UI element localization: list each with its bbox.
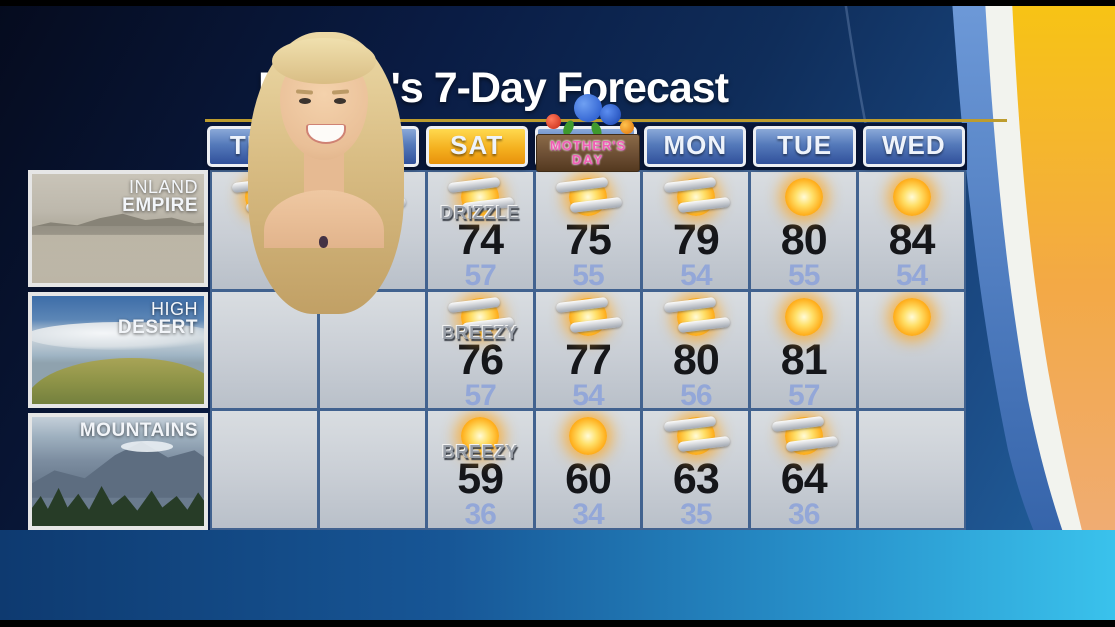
presenter-eye — [299, 98, 311, 104]
low-temp: 57 — [464, 378, 496, 409]
low-temp: 56 — [680, 378, 712, 409]
region-label-line1: HIGH — [151, 298, 198, 319]
day-header-mon: MON — [644, 126, 747, 167]
low-temp: 54 — [680, 258, 712, 289]
sun-cloud-icon — [447, 295, 515, 339]
high-temp: 59 — [457, 455, 504, 504]
region-column: INLAND EMPIRE HIGH DESERT MOUNTAINS — [28, 170, 208, 530]
forecast-cell: 84 54 — [859, 172, 964, 289]
forecast-cell — [859, 411, 964, 528]
region-photo-high-desert: HIGH DESERT — [28, 291, 208, 409]
low-temp: 57 — [788, 378, 820, 409]
weather-icon — [882, 414, 942, 458]
condition-label: BREEZY — [442, 442, 519, 463]
flower-icon — [620, 120, 634, 134]
high-temp: 60 — [565, 455, 612, 504]
high-temp: 79 — [672, 216, 720, 264]
high-temp: 77 — [565, 335, 612, 384]
region-label: INLAND EMPIRE — [122, 178, 198, 216]
mothers-day-line1: MOTHER'S — [549, 138, 627, 153]
forecast-cell: 60 34 — [535, 411, 641, 528]
day-header-sat: SAT — [425, 126, 528, 167]
low-temp: 36 — [788, 498, 820, 528]
forecast-cell: 63 35 — [643, 411, 749, 528]
sun-cloud-icon — [663, 175, 731, 219]
letterbox-top — [0, 0, 1115, 6]
presenter-necklace — [319, 236, 328, 248]
low-temp: 57 — [464, 258, 496, 289]
low-temp: 54 — [895, 258, 928, 289]
sun-icon — [774, 295, 834, 339]
mothers-day-banner: MOTHER'S DAY — [536, 134, 640, 172]
sun-icon — [450, 414, 510, 458]
forecast-cell: 77 54 — [535, 291, 641, 409]
low-temp: 35 — [680, 498, 712, 528]
region-label: HIGH DESERT — [117, 298, 198, 339]
high-temp: 81 — [780, 335, 828, 384]
sun-icon — [774, 175, 834, 219]
flower-icon — [600, 104, 621, 125]
region-label-line1: INLAND — [128, 177, 198, 197]
region-photo-inland-empire: INLAND EMPIRE — [28, 170, 208, 287]
sun-icon — [558, 414, 618, 458]
sun-icon — [882, 175, 942, 219]
low-temp: 34 — [572, 498, 604, 528]
region-label-line2: MOUNTAINS — [79, 420, 198, 442]
sun-icon — [882, 295, 942, 339]
sun-cloud-icon — [771, 414, 839, 458]
forecast-cell: 80 56 — [643, 291, 749, 409]
presenter-eye — [334, 98, 346, 104]
forecast-cell: 79 54 — [643, 172, 749, 289]
sun-cloud-icon — [663, 295, 731, 339]
condition-label: DRIZZLE — [440, 203, 520, 223]
high-temp: 75 — [565, 216, 612, 264]
snow-patch-graphic — [121, 441, 174, 453]
day-header-tue: TUE — [753, 126, 856, 167]
low-temp: 54 — [572, 378, 604, 409]
forecast-cell: 80 55 — [751, 172, 857, 289]
forecast-cell: 75 55 — [535, 172, 641, 289]
presenter-dress — [208, 210, 440, 621]
high-temp: 76 — [457, 335, 504, 384]
region-label-line2: EMPIRE — [122, 195, 198, 217]
high-temp: 74 — [457, 216, 504, 264]
high-temp: 84 — [888, 216, 936, 264]
forecast-cell: 64 36 — [751, 411, 857, 528]
day-header-wed: WED — [862, 126, 965, 167]
weather-presenter — [180, 24, 460, 621]
letterbox-bottom — [0, 620, 1115, 627]
low-temp: 55 — [788, 258, 820, 289]
sun-cloud-icon — [555, 295, 623, 339]
sun-cloud-icon — [447, 175, 515, 219]
forecast-cell: 81 57 — [751, 291, 857, 409]
region-photo-mountains: MOUNTAINS — [28, 413, 208, 530]
cloud-graphic — [32, 321, 204, 350]
haze-graphic — [32, 226, 204, 283]
high-temp: 63 — [672, 455, 720, 504]
studio-floor — [0, 530, 1115, 621]
condition-label: BREEZY — [442, 322, 519, 343]
region-label: MOUNTAINS — [79, 420, 198, 442]
forecast-cell: DRIZZLE 74 57 — [427, 172, 533, 289]
high-temp: 80 — [672, 335, 720, 384]
forecast-cell — [859, 291, 964, 409]
forecast-cell: BREEZY 76 57 — [427, 291, 533, 409]
flower-icon — [574, 94, 602, 122]
low-temp: 36 — [464, 498, 496, 528]
sun-cloud-icon — [663, 414, 731, 458]
low-temp: 55 — [572, 258, 604, 289]
forecast-cell — [212, 411, 317, 528]
high-temp: 64 — [780, 455, 828, 504]
presenter-bangs — [272, 38, 376, 84]
mothers-day-line2: DAY — [571, 152, 605, 167]
mothers-day-graphic: MOTHER'S DAY — [534, 94, 642, 172]
high-temp: 80 — [780, 216, 828, 264]
forecast-cell: BREEZY 59 36 — [427, 411, 533, 528]
region-label-line2: DESERT — [117, 317, 198, 339]
forecast-cell — [319, 411, 425, 528]
sun-cloud-icon — [555, 175, 623, 219]
flower-icon — [546, 114, 561, 129]
